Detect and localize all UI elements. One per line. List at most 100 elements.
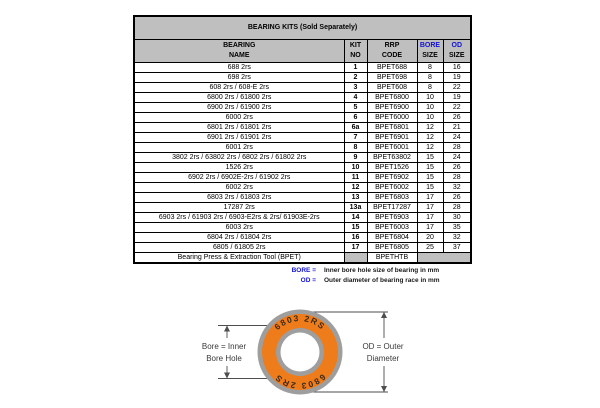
footnote-text: Outer diameter of bearing race in mm [324,277,440,284]
cell-name: 6804 2rs / 61804 2rs [133,232,345,243]
cell-kit: 16 [343,232,368,243]
cell-kit: 12 [343,182,368,193]
cell-od: 35 [442,222,472,233]
cell-od: 26 [442,192,472,203]
cell-bore: 20 [416,232,444,243]
cell-name: 6902 2rs / 6902E-2rs / 61902 2rs [133,172,345,183]
cell-bore: 10 [416,112,444,123]
svg-text:Bore Hole: Bore Hole [206,354,242,363]
table-row: 6903 2rs / 61903 2rs / 6903-E2rs & 2rs/ … [133,212,472,223]
tool-row: Bearing Press & Extraction Tool (BPET) B… [133,252,472,264]
table-row: 6805 / 61805 2rs 17 BPET6805 25 37 [133,242,472,253]
cell-od: 22 [442,102,472,113]
cell-od: 26 [442,162,472,173]
cell-bore: 8 [416,72,444,83]
cell-od: 26 [442,112,472,123]
table-row: 1526 2rs 10 BPET1526 15 26 [133,162,472,173]
cell-od: 24 [442,152,472,163]
cell-bore: 25 [416,242,444,253]
cell-bore: 17 [416,212,444,223]
cell-od: 22 [442,82,472,93]
cell-kit: 3 [343,82,368,93]
table-row: 6803 2rs / 61803 2rs 13 BPET6803 17 26 [133,192,472,203]
cell-od: 28 [442,172,472,183]
svg-text:Bore = Inner: Bore = Inner [202,342,247,351]
cell-name: 6900 2rs / 61900 2rs [133,102,345,113]
cell-kit: 6 [343,112,368,123]
cell-bore: 15 [416,172,444,183]
cell-kit: 11 [343,172,368,183]
table-row: 6804 2rs / 61804 2rs 16 BPET6804 20 32 [133,232,472,243]
cell-code: BPET6804 [366,232,418,243]
cell-code: BPET1526 [366,162,418,173]
header-line: BORE [419,42,441,49]
footnote-key: BORE = [291,267,316,274]
footnotes: BORE = Inner bore hole size of bearing i… [238,266,440,286]
footnote-bore: BORE = Inner bore hole size of bearing i… [238,266,440,276]
cell-od: 21 [442,122,472,133]
bore-label: Bore = Inner Bore Hole [192,338,256,366]
cell-name: 17287 2rs [133,202,345,213]
header-line: SIZE [422,52,438,59]
footnote-key: OD = [300,277,316,284]
cell-kit: 5 [343,102,368,113]
bearing-diagram: 6803 2RS 6803 2RS Bore = Inner Bore Hole… [192,309,420,395]
cell-code: BPET6803 [366,192,418,203]
cell-bore: 10 [416,102,444,113]
cell-kit: 7 [343,132,368,143]
header-od-size: OD SIZE [442,39,472,63]
cell-od: 32 [442,182,472,193]
cell-tool-code: BPETHTB [366,252,418,264]
cell-tool-kit-empty [343,252,368,264]
cell-name: 6001 2rs [133,142,345,153]
cell-code: BPET698 [366,72,418,83]
table-row: 6900 2rs / 61900 2rs 5 BPET6900 10 22 [133,102,472,113]
header-line: CODE [381,52,403,59]
header-line: NAME [228,52,250,59]
table-row: 6001 2rs 8 BPET6001 12 28 [133,142,472,153]
header-line: SIZE [448,52,465,59]
cell-kit: 10 [343,162,368,173]
cell-od: 32 [442,232,472,243]
cell-code: BPET63802 [366,152,418,163]
cell-tool-size-empty [416,252,472,264]
header-line: OD [451,42,463,49]
table-row: 6800 2rs / 61800 2rs 4 BPET6800 10 19 [133,92,472,103]
cell-name: 688 2rs [133,62,345,73]
cell-od: 16 [442,62,472,73]
svg-text:Diameter: Diameter [367,354,400,363]
cell-od: 19 [442,72,472,83]
cell-name: 608 2rs / 608-E 2rs [133,82,345,93]
bearing-ring: 6803 2RS 6803 2RS [257,309,343,395]
cell-bore: 17 [416,202,444,213]
table-row: 6003 2rs 15 BPET6003 17 35 [133,222,472,233]
cell-kit: 8 [343,142,368,153]
table-row: 3802 2rs / 63802 2rs / 6802 2rs / 61802 … [133,152,472,163]
od-dimension [310,311,388,393]
od-label: OD = Outer Diameter [347,338,420,366]
cell-kit: 6a [343,122,368,133]
cell-code: BPET608 [366,82,418,93]
cell-kit: 2 [343,72,368,83]
cell-kit: 9 [343,152,368,163]
cell-kit: 17 [343,242,368,253]
header-bearing-name: BEARING NAME [133,39,345,63]
cell-od: 28 [442,202,472,213]
cell-bore: 17 [416,192,444,203]
cell-code: BPET6801 [366,122,418,133]
table-row: 698 2rs 2 BPET698 8 19 [133,72,472,83]
cell-kit: 13 [343,192,368,203]
table-header-row: BEARING NAME KIT NO RRP CODE BORE SIZE [133,39,472,63]
cell-code: BPET6800 [366,92,418,103]
header-bore-size: BORE SIZE [416,39,444,63]
cell-kit: 13a [343,202,368,213]
table-row: 608 2rs / 608-E 2rs 3 BPET608 8 22 [133,82,472,93]
header-line: KIT [349,42,362,49]
footnote-text: Inner bore hole size of bearing in mm [324,267,440,274]
table-title: BEARING KITS (Sold Separately) [133,15,472,40]
cell-bore: 8 [416,82,444,93]
table-row: 6901 2rs / 61901 2rs 7 BPET6901 12 24 [133,132,472,143]
cell-code: BPET688 [366,62,418,73]
table-row: 6801 2rs / 61801 2rs 6a BPET6801 12 21 [133,122,472,133]
